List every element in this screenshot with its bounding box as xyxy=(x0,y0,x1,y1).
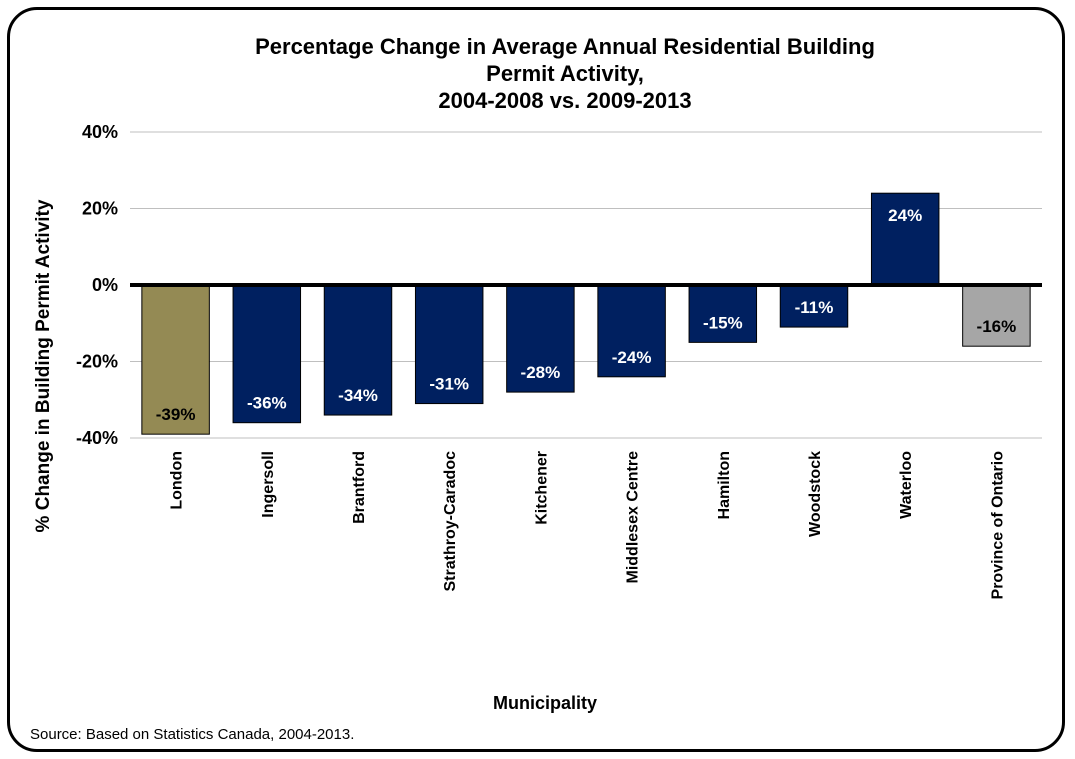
data-label-1: -36% xyxy=(247,394,287,413)
data-labels: -39% -36% -34% -31% -28% -24% -15% -11% 24% -16% xyxy=(156,206,1016,424)
data-label-9: -16% xyxy=(977,317,1017,336)
chart-title: Percentage Change in Average Annual Resi… xyxy=(130,33,1000,114)
bar-6 xyxy=(688,284,758,343)
category-label-2: Brantford xyxy=(351,451,368,524)
bar-2 xyxy=(323,284,393,416)
category-label-6: Hamilton xyxy=(716,451,733,519)
category-label-8: Waterloo xyxy=(898,451,915,519)
chart-title-line-3: 2004-2008 vs. 2009-2013 xyxy=(438,88,692,113)
y-tick-label-1: 20% xyxy=(82,199,118,219)
data-label-2: -34% xyxy=(338,386,378,405)
chart-frame xyxy=(7,7,1065,752)
category-label-7: Woodstock xyxy=(807,451,824,537)
data-label-6: -15% xyxy=(703,313,743,332)
category-label-0: London xyxy=(169,451,186,510)
bars xyxy=(141,192,1031,435)
bar-7 xyxy=(779,284,849,328)
bar-4 xyxy=(506,284,575,393)
category-label-3: Strathroy-Caradoc xyxy=(442,451,459,592)
bar-8 xyxy=(870,192,940,286)
category-label-9: Province of Ontario xyxy=(989,451,1006,600)
category-label-5: Middlesex Centre xyxy=(625,451,642,584)
x-axis-label: Municipality xyxy=(492,693,597,713)
chart-title-line-1: Percentage Change in Average Annual Resi… xyxy=(255,34,875,59)
y-tick-label-0: 40% xyxy=(82,122,118,142)
bar-0 xyxy=(141,284,210,435)
data-label-5: -24% xyxy=(612,348,652,367)
data-label-4: -28% xyxy=(521,363,561,382)
y-tick-label-4: -40% xyxy=(76,428,118,448)
y-tick-labels: 40% 20% 0% -20% -40% xyxy=(76,122,118,448)
y-tick-label-3: -20% xyxy=(76,352,118,372)
category-label-4: Kitchener xyxy=(533,451,550,525)
category-labels: London Ingersoll Brantford Strathroy-Carado… xyxy=(169,451,1007,600)
data-label-8: 24% xyxy=(888,206,922,225)
source-note: Source: Based on Statistics Canada, 2004… xyxy=(30,726,355,743)
bar-9 xyxy=(962,284,1031,347)
category-label-1: Ingersoll xyxy=(260,451,277,518)
data-label-3: -31% xyxy=(429,375,469,394)
bar-3 xyxy=(414,284,484,405)
data-label-0: -39% xyxy=(156,405,196,424)
bar-5 xyxy=(597,284,666,378)
bar-1 xyxy=(232,284,302,424)
data-label-7: -11% xyxy=(795,298,834,317)
chart-title-line-2: Permit Activity, xyxy=(486,61,644,86)
y-tick-label-2: 0% xyxy=(92,275,118,295)
